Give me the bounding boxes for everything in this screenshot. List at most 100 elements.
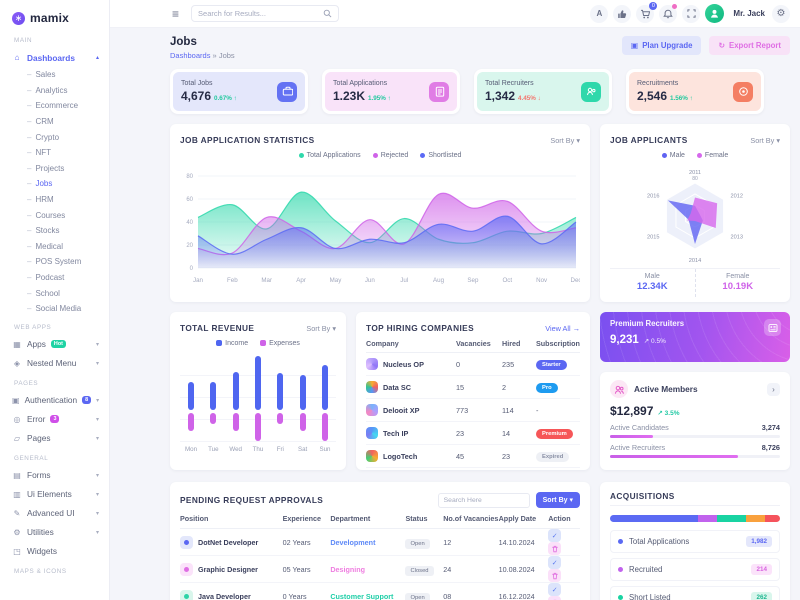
pending-request-approvals-card: PENDING REQUEST APPROVALS Sort By ▾ Posi… (170, 482, 590, 600)
cart-icon[interactable]: 0 (636, 1, 658, 23)
stat-label: Recruitments (637, 80, 679, 87)
card-title: ACQUISITIONS (610, 490, 675, 501)
legend-item-total-applications[interactable]: Total Applications (298, 152, 361, 159)
delete-button[interactable] (548, 569, 562, 582)
sidebar-item-social-media[interactable]: – Social Media (27, 304, 82, 314)
error-icon: ◎ (13, 414, 21, 424)
legend-item-female[interactable]: Female (696, 152, 728, 159)
logo[interactable]: ∗ mamix (12, 7, 103, 29)
sort-by-dropdown[interactable]: Sort By ▾ (550, 135, 580, 145)
legend-item-rejected[interactable]: Rejected (372, 152, 408, 159)
sidebar-item-ecommerce[interactable]: – Ecommerce (27, 101, 79, 111)
delete-button[interactable] (548, 596, 562, 600)
revenue-bar-chart[interactable]: Mon Tue Wed Thu Fri Sat Sun (180, 354, 336, 453)
stats-row: Total Jobs 4,676 0.67% ↑ Total Applications… (170, 69, 790, 114)
radar-chart[interactable]: 2011 2012 2013 2014 2015 2016 80 (610, 162, 780, 266)
export-report-button[interactable]: ↻ Export Report (709, 36, 790, 55)
sidebar-item-stocks[interactable]: – Stocks (27, 226, 60, 236)
legend-item-shortlisted[interactable]: Shortlisted (420, 152, 461, 159)
area-chart[interactable]: 0 20 40 60 80 Jan Feb Mar Apr May Jun Jul Aug Sep Oct N… (180, 162, 580, 288)
stat-delta: 0.67% ↑ (214, 95, 237, 102)
sort-by-dropdown[interactable]: Sort By ▾ (306, 323, 336, 333)
pending-sort-button[interactable]: Sort By ▾ (535, 492, 580, 508)
sidebar-item-apps[interactable]: ▦ Apps Hot ▾ (13, 339, 99, 349)
legend-item-income[interactable]: Income (216, 340, 248, 347)
companies-table: Company Vacancies Hired Subscription Nucleus… (366, 336, 580, 468)
delete-button[interactable] (548, 542, 562, 555)
ui-elements-icon: ▥ (13, 489, 21, 499)
sidebar-item-medical[interactable]: – Medical (27, 241, 64, 251)
apply-date-cell: 14.10.2024 (498, 528, 549, 556)
pending-search-input[interactable] (437, 492, 530, 508)
file-icon (429, 81, 449, 102)
menu-toggle-icon[interactable]: ≡ (172, 6, 180, 21)
svg-text:Mar: Mar (261, 277, 272, 284)
sidebar-item-dashboards[interactable]: ⌂ Dashboards ▴ (12, 48, 103, 67)
sort-by-dropdown[interactable]: Sort By ▾ (750, 135, 780, 145)
export-icon: ↻ (718, 41, 726, 50)
user-name[interactable]: Mr. Jack (733, 9, 765, 18)
sidebar-item-nested-menu[interactable]: ◈ Nested Menu ▾ (13, 358, 99, 368)
sidebar-item-crypto[interactable]: – Crypto (27, 132, 60, 142)
sidebar-item-ui-elements[interactable]: ▥ Ui Elements ▾ (13, 489, 99, 499)
sidebar-item-crm[interactable]: – CRM (27, 117, 54, 127)
sidebar-item-forms[interactable]: ▤ Forms ▾ (13, 470, 99, 480)
stat-card-total-recruiters: Total Recruiters 1,342 4.45% ↓ (474, 69, 612, 114)
svg-text:Nov: Nov (536, 277, 548, 284)
sidebar-item-courses[interactable]: – Courses (27, 210, 66, 220)
sidebar-item-podcast[interactable]: – Podcast (27, 273, 65, 283)
sidebar-item-advanced-ui[interactable]: ✎ Advanced UI ▾ (13, 508, 99, 518)
fullscreen-icon[interactable] (682, 4, 701, 23)
company-row-delooit-xp: Delooit XP 773 114- (366, 398, 580, 422)
like-icon[interactable] (613, 4, 632, 23)
search-icon (323, 9, 332, 18)
sidebar-item-analytics[interactable]: – Analytics (27, 85, 68, 95)
legend-item-expenses[interactable]: Expenses (260, 340, 300, 347)
breadcrumb: Dashboards » Jobs (170, 51, 235, 60)
radar-footer-male: Male 12.34K (610, 269, 695, 297)
plan-upgrade-button[interactable]: ▣ Plan Upgrade (621, 36, 702, 55)
members-expand-button[interactable]: › (767, 382, 780, 396)
radar-footer-female: Female 10.19K (694, 269, 781, 297)
svg-text:Aug: Aug (433, 277, 445, 284)
sidebar-item-nft[interactable]: – NFT (27, 148, 52, 158)
sidebar-item-pos-system[interactable]: – POS System (27, 257, 82, 267)
premium-delta: ↗ 0.5% (643, 338, 666, 345)
sidebar-item-authentication[interactable]: ▣ Authentication 8 ▾ (12, 395, 100, 405)
sidebar-item-jobs[interactable]: – Jobs (27, 179, 53, 189)
search-input[interactable] (198, 9, 324, 18)
members-value: $12,897 (610, 404, 654, 418)
settings-gear-icon[interactable]: ⚙ (772, 4, 790, 23)
vacancies-cell: 08 (443, 582, 499, 600)
search-box[interactable] (191, 5, 340, 22)
radar-legend: Male Female (610, 148, 780, 162)
svg-text:Sep: Sep (467, 277, 479, 284)
stat-card-total-jobs: Total Jobs 4,676 0.67% ↑ (170, 69, 308, 114)
notifications-bell-icon[interactable] (659, 3, 678, 23)
acquisitions-card: ACQUISITIONS Total Applications 1,982 Recr… (600, 482, 790, 600)
card-title: TOP HIRING COMPANIES (366, 323, 475, 333)
acq-segment-2 (717, 515, 746, 522)
breadcrumb-dashboards[interactable]: Dashboards (170, 51, 211, 60)
col-header-no-of-vacancies: No.of Vacancies (443, 510, 499, 529)
approve-button[interactable]: ✓ (548, 583, 562, 596)
legend-item-male[interactable]: Male (661, 152, 685, 159)
sidebar-item-sales[interactable]: – Sales (27, 70, 56, 80)
footer-value: 10.19K (722, 281, 754, 292)
pending-table: Position Experience Department Status No.of … (180, 510, 580, 600)
sidebar-item-error[interactable]: ◎ Error 3 ▾ (13, 414, 100, 424)
approve-button[interactable]: ✓ (548, 529, 562, 542)
sidebar-item-school[interactable]: – School (27, 288, 60, 298)
sidebar-item-projects[interactable]: – Projects (27, 163, 65, 173)
sidebar-item-widgets[interactable]: ◳ Widgets (13, 546, 57, 556)
subscription-pill: Starter (536, 359, 567, 370)
user-avatar[interactable] (705, 4, 725, 23)
language-icon[interactable]: A (590, 4, 609, 23)
view-all-link[interactable]: View All → (545, 323, 580, 333)
sidebar-item-pages[interactable]: ▱ Pages ▾ (13, 433, 99, 443)
approve-button[interactable]: ✓ (548, 556, 562, 569)
sidebar-item-hrm[interactable]: – HRM (27, 195, 54, 205)
sidebar-item-utilities[interactable]: ⚙ Utilities ▾ (13, 527, 99, 537)
pending-row-dotnet-developer: DotNet Developer 02 Years Development Open 1… (180, 528, 580, 556)
acq-label: Recruited (629, 565, 663, 574)
